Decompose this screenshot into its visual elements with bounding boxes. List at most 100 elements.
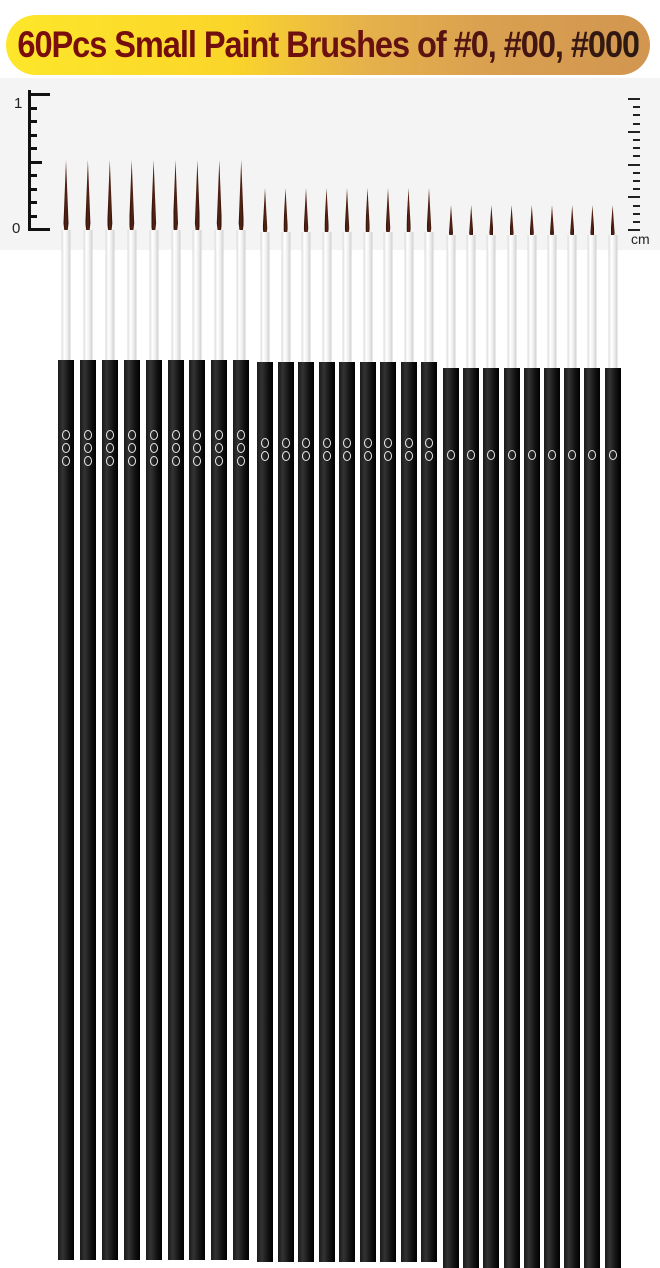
brush-size-marking [568,450,577,460]
brush-ferrule [527,235,537,368]
brush-ferrule [281,232,290,362]
brush-ferrule [608,235,618,368]
brush-bristle-tip [590,205,595,237]
brush-bristle-tip [529,205,534,237]
brush-bristle-tip [303,188,309,234]
brush-ferrule [466,235,476,368]
brush-handle [211,360,228,1260]
brush-size-marking [447,450,455,460]
brush-bristle-tip [238,160,244,232]
brush-handle [443,368,459,1268]
brush-ferrule [149,230,159,360]
brush-handle [277,362,294,1262]
ruler-label-1: 1 [14,95,23,112]
brush-size-marking [62,430,70,466]
brush-size-marking [193,430,202,466]
ruler-tick [633,180,640,182]
ruler-tick [28,228,50,231]
ruler-spine [28,90,31,230]
brush-handle [298,362,314,1262]
title-text: 60Pcs Small Paint Brushes of #0, #00, #0… [17,24,640,65]
brush-bristle-tip [550,205,554,237]
brush-handle [380,362,396,1262]
brush-bristle-tip [610,205,615,237]
brush-handle [359,362,376,1262]
ruler-tick [28,201,37,204]
brush-handle [233,360,250,1260]
brush-size-marking [127,430,136,466]
ruler-label-0: 0 [12,220,21,237]
brush-handle [58,360,74,1260]
ruler-tick [628,98,640,100]
brush-ferrule [547,235,557,368]
ruler-tick [628,196,640,199]
brush-size-marking [527,450,536,460]
brush-bristle-tip [63,160,69,232]
brush-size-marking [608,450,617,460]
brush-ferrule [236,230,246,360]
brush-handle [101,360,118,1260]
brush-ferrule [83,230,93,360]
ruler-tick [28,214,37,218]
ruler-tick [28,133,37,137]
brush-ferrule [567,235,577,368]
brush-size-marking [467,450,476,460]
brush-ferrule [587,235,597,368]
ruler-tick [633,212,640,215]
brush-bristle-tip [449,205,453,237]
title-banner: 60Pcs Small Paint Brushes of #0, #00, #0… [6,15,650,75]
brush-size-marking [322,438,331,461]
brush-ferrule [260,232,270,362]
brush-bristle-tip [85,160,91,232]
brush-ferrule [61,230,71,360]
brush-size-marking [215,430,224,466]
brush-ferrule [507,235,517,368]
brush-size-marking [487,450,496,460]
brush-size-marking [425,438,433,461]
brush-size-marking [363,438,372,461]
brush-bristle-tip [173,160,178,232]
brush-ferrule [404,232,413,362]
brush-bristle-tip [570,205,575,237]
brush-size-marking [237,430,246,466]
ruler-tick [633,139,640,141]
brush-size-marking [588,450,597,460]
brush-handle [523,368,540,1268]
ruler-tick [633,155,640,158]
brush-handle [483,368,500,1268]
ruler-tick [633,171,640,174]
brush-bristle-tip [469,205,474,237]
brush-ferrule [171,230,180,360]
brush-bristle-tip [129,160,135,232]
ruler-tick [628,130,640,133]
brush-handle [463,368,480,1268]
brush-bristle-tip [406,188,411,234]
brush-handle [421,362,437,1262]
brush-bristle-tip [365,188,370,234]
ruler-tick [628,163,640,166]
brush-handle [318,362,335,1262]
brush-handle [604,368,621,1268]
brush-bristle-tip [216,160,222,232]
brush-handle [339,362,355,1262]
brush-handle [564,368,581,1268]
ruler-tick [28,106,37,110]
ruler-tick [28,147,37,150]
brush-size-marking [384,438,392,461]
brush-ferrule [192,230,202,360]
ruler-tick [633,188,640,191]
brush-ferrule [214,230,224,360]
brush-bristle-tip [344,188,350,234]
brush-size-marking [149,430,158,466]
brush-bristle-tip [385,188,391,234]
ruler-tick [633,114,640,117]
brush-size-marking [171,430,180,466]
brush-ferrule [105,230,115,360]
brush-size-marking [343,438,351,461]
brush-handle [503,368,520,1268]
brush-ferrule [301,232,311,362]
ruler-unit-label: cm [631,231,650,247]
brush-size-marking [105,430,114,466]
brush-handle [584,368,601,1268]
brush-handle [189,360,206,1260]
